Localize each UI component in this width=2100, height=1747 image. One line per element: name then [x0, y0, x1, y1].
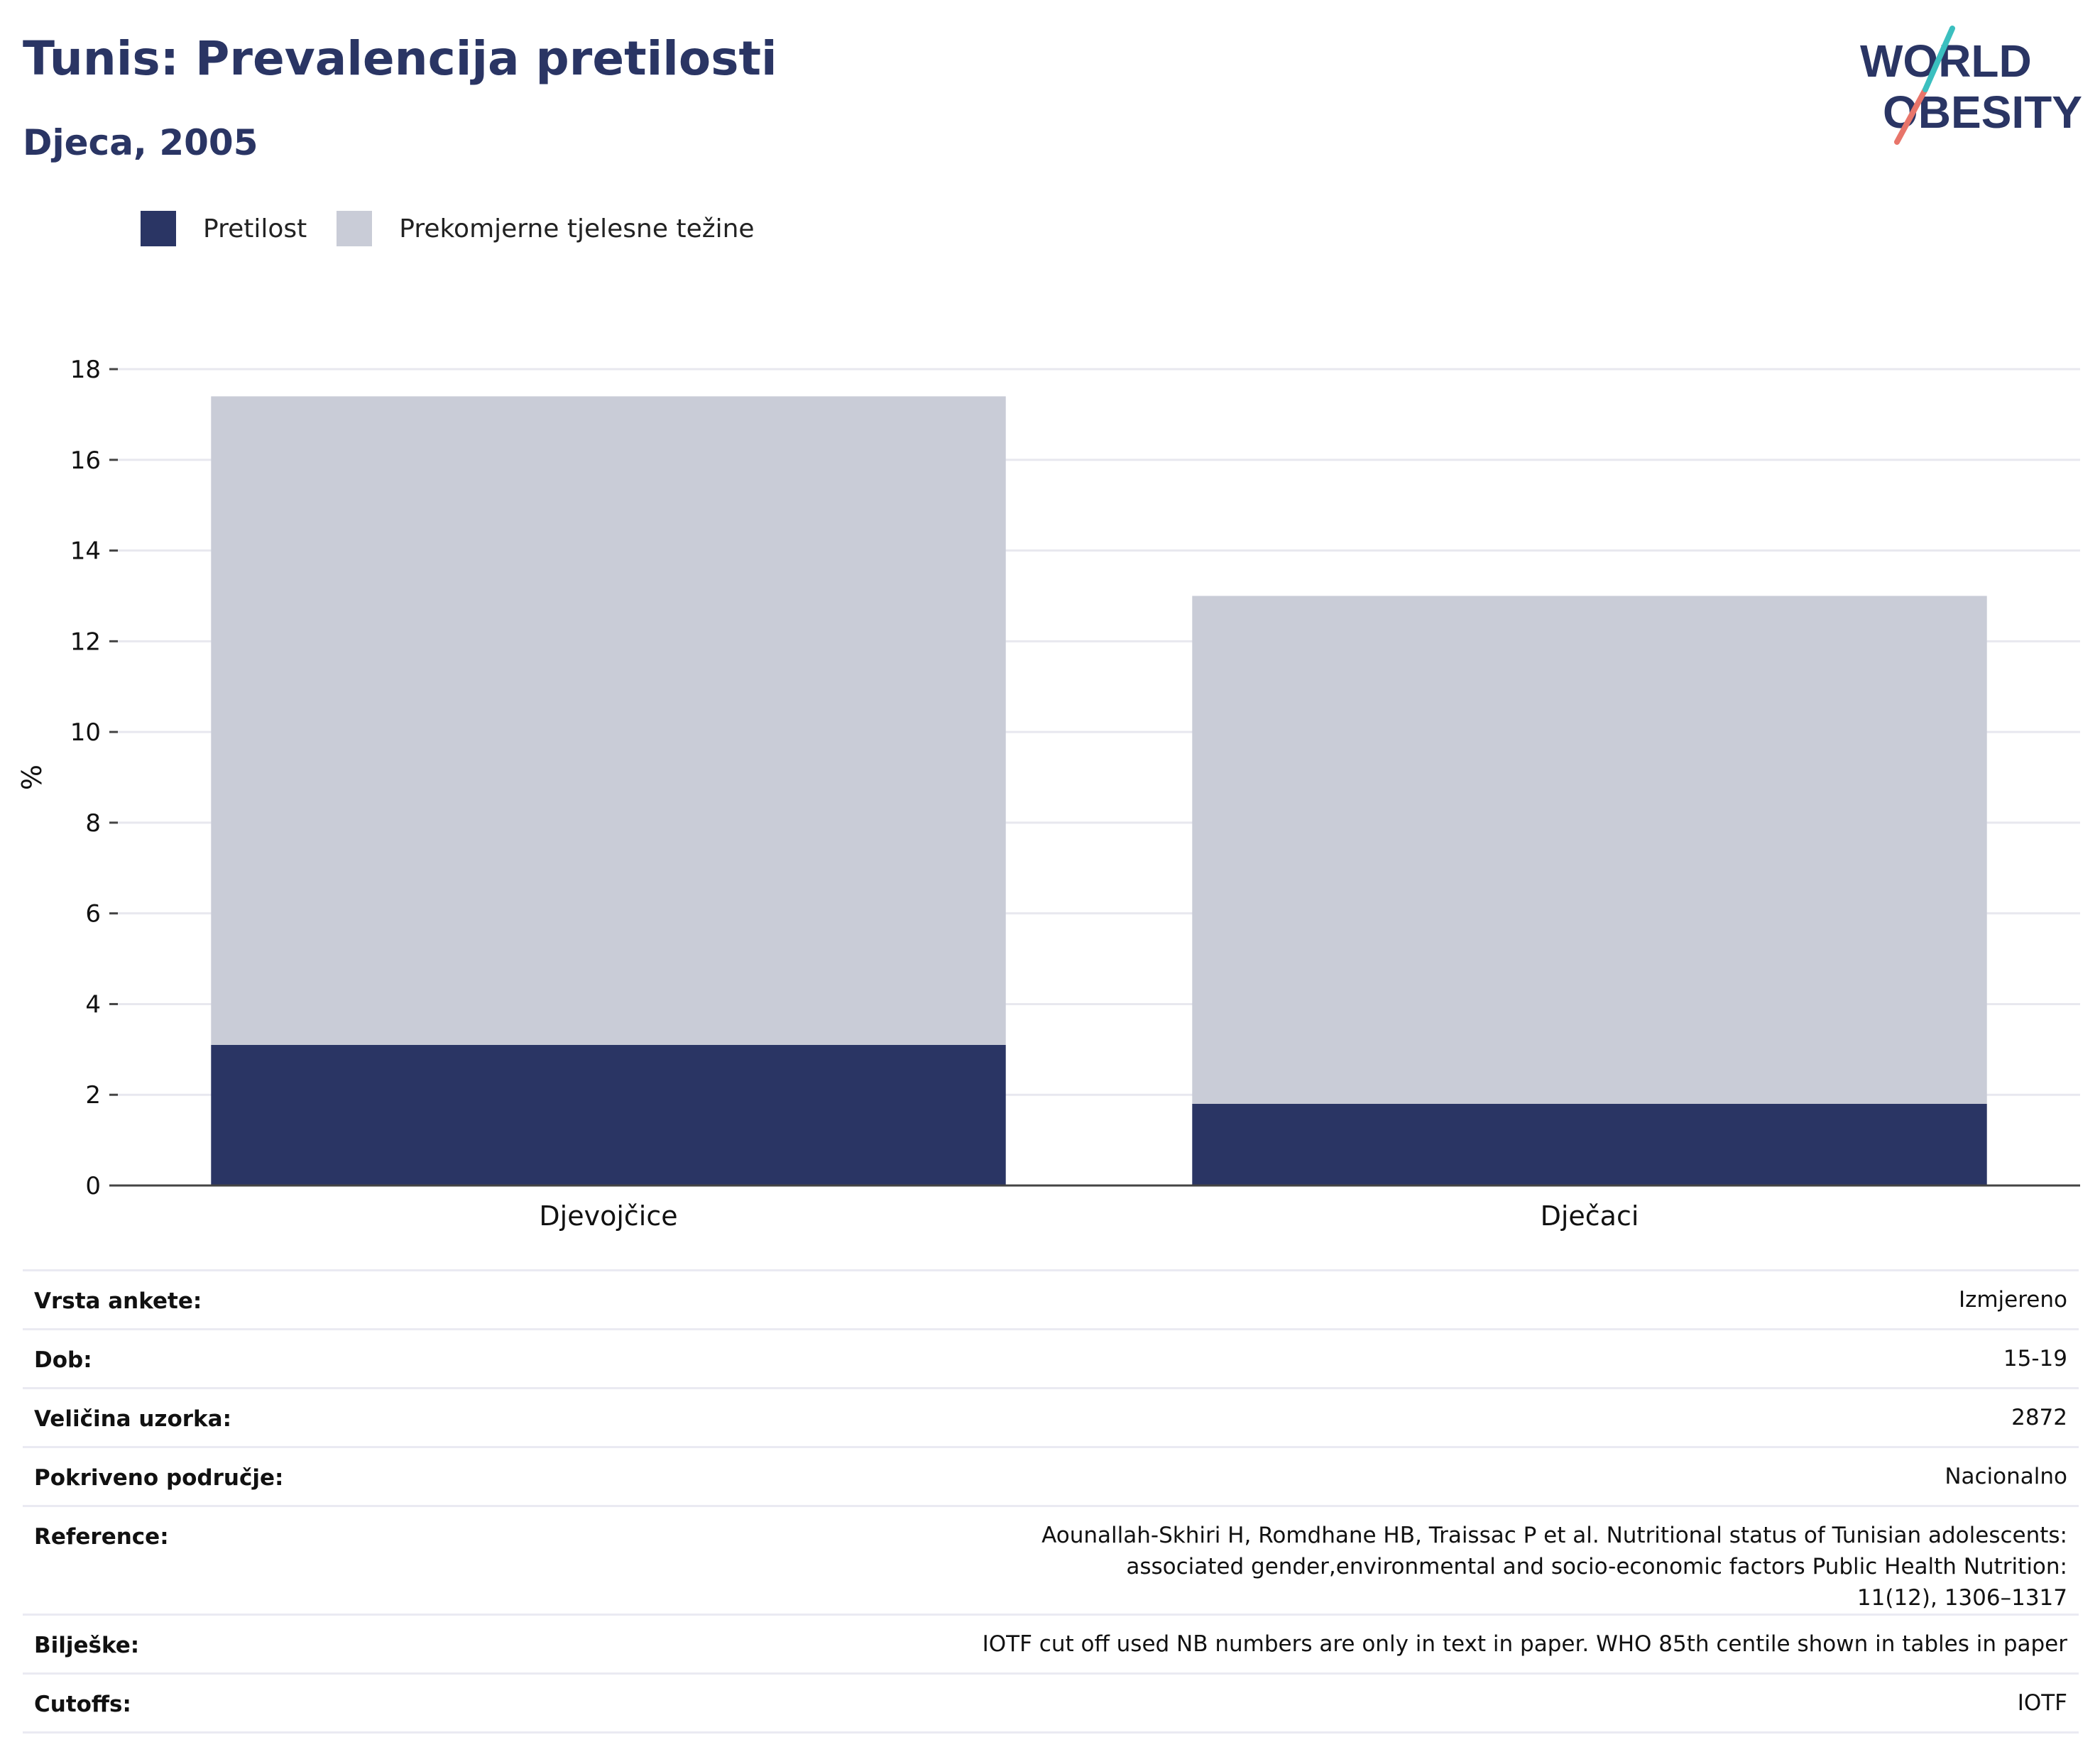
info-key: Pokriveno područje: — [23, 1446, 542, 1506]
legend-label: Pretilost — [203, 214, 307, 243]
info-value: Nacionalno — [542, 1446, 2079, 1506]
info-key: Bilješke: — [23, 1614, 542, 1674]
y-tick-label: 12 — [70, 628, 101, 656]
logo-slash-coral — [1894, 87, 1928, 145]
y-tick-label: 14 — [70, 537, 101, 566]
chart-legend: Pretilost Prekomjerne tjelesne težine — [141, 209, 784, 248]
survey-info-table: Vrsta ankete: Izmjereno Dob: 15-19 Veličina … — [23, 1269, 2079, 1734]
info-value: IOTF — [542, 1672, 2079, 1734]
info-value: Izmjereno — [542, 1269, 2079, 1330]
y-tick-label: 18 — [70, 356, 101, 384]
info-row: Vrsta ankete: Izmjereno — [23, 1269, 2079, 1330]
info-key: Cutoffs: — [23, 1672, 542, 1734]
info-row: Bilješke: IOTF cut off used NB numbers ar… — [23, 1614, 2079, 1674]
chart-title: Tunis: Prevalencija pretilosti — [23, 31, 777, 86]
bar-pretilost-0 — [211, 1044, 1006, 1185]
info-key: Dob: — [23, 1328, 542, 1389]
x-tick-label: Dječaci — [1541, 1200, 1639, 1232]
legend-swatch-pretilost — [141, 211, 176, 246]
info-row: Cutoffs: IOTF — [23, 1672, 2079, 1734]
info-row: Veličina uzorka: 2872 — [23, 1387, 2079, 1447]
world-obesity-logo: WORLD OBESITY — [1860, 26, 2082, 145]
bar-prekomjerne-0 — [211, 396, 1006, 1045]
y-tick-label: 4 — [85, 990, 101, 1019]
info-row: Pokriveno područje: Nacionalno — [23, 1446, 2079, 1506]
chart-subtitle: Djeca, 2005 — [23, 122, 258, 163]
bar-pretilost-1 — [1192, 1104, 1987, 1185]
info-value: Aounallah-Skhiri H, Romdhane HB, Traissa… — [542, 1505, 2079, 1615]
y-tick-label: 10 — [70, 718, 101, 747]
info-key: Reference: — [23, 1505, 542, 1615]
legend-swatch-prekomjerne — [337, 211, 373, 246]
info-value: 15-19 — [542, 1328, 2079, 1389]
y-tick-label: 2 — [85, 1081, 101, 1110]
legend-item-prekomjerne[interactable]: Prekomjerne tjelesne težine — [337, 211, 755, 246]
logo-slash-teal — [1923, 26, 1955, 92]
y-tick-label: 16 — [70, 447, 101, 475]
y-tick-label: 6 — [85, 900, 101, 929]
info-value: 2872 — [542, 1387, 2079, 1447]
info-value: IOTF cut off used NB numbers are only in… — [542, 1614, 2079, 1674]
y-tick-label: 0 — [85, 1172, 101, 1200]
info-key: Veličina uzorka: — [23, 1387, 542, 1447]
legend-item-pretilost[interactable]: Pretilost — [141, 211, 307, 246]
y-tick-label: 8 — [85, 809, 101, 838]
info-row: Reference: Aounallah-Skhiri H, Romdhane H… — [23, 1505, 2079, 1615]
y-axis-label: % — [16, 765, 48, 790]
stacked-bar-chart: 0 2 4 6 8 10 12 14 16 18% Djevojčice Dječaci — [16, 356, 2080, 1232]
bar-prekomjerne-1 — [1192, 596, 1987, 1104]
info-row: Dob: 15-19 — [23, 1328, 2079, 1389]
info-key: Vrsta ankete: — [23, 1269, 542, 1330]
legend-label: Prekomjerne tjelesne težine — [399, 214, 755, 243]
x-tick-label: Djevojčice — [539, 1200, 677, 1232]
